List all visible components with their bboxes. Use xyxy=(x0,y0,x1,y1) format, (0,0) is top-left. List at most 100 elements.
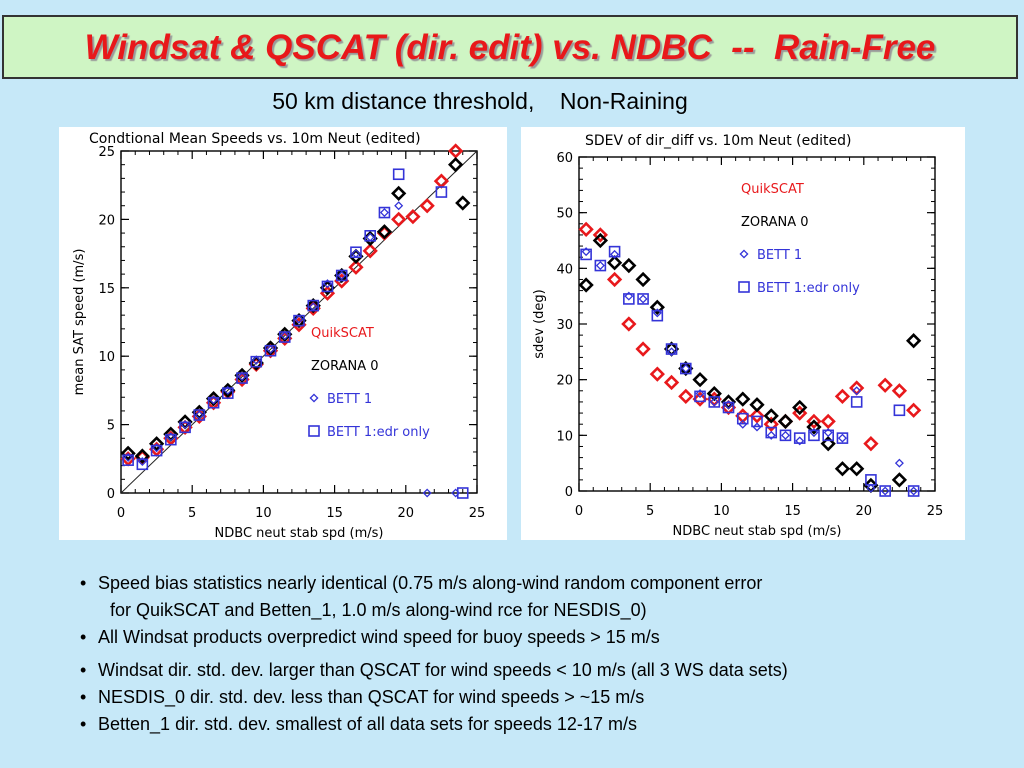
bullet-item: • Speed bias statistics nearly identical … xyxy=(80,573,763,593)
zorana-0-point xyxy=(578,277,594,293)
bett-1-edr-only-point xyxy=(378,206,391,219)
zorana-0-point xyxy=(635,271,651,288)
bett-1-edr-only-point xyxy=(193,409,206,421)
bett-1-point xyxy=(780,430,790,440)
legend-marker xyxy=(739,249,749,259)
x-tick-label: 10 xyxy=(255,506,272,521)
y-tick-label: 10 xyxy=(556,429,573,444)
zorana-0-point xyxy=(891,472,908,488)
bett-1-point xyxy=(137,457,147,467)
bett-1-edr-only-point xyxy=(708,396,721,408)
bett-1-edr-only-point xyxy=(165,433,177,446)
bett-1-point xyxy=(866,483,876,493)
quikscat-point xyxy=(834,388,851,405)
bett-1-edr-only-point xyxy=(364,230,377,242)
bett-1-point xyxy=(166,432,176,442)
bett-1-edr-only-point xyxy=(250,355,263,368)
bett-1-edr-only-point xyxy=(850,396,863,408)
bett-1-point xyxy=(681,364,691,374)
title-box: Windsat & QSCAT (dir. edit) vs. NDBC -- … xyxy=(2,15,1018,79)
quikscat-point xyxy=(906,402,922,418)
bett-1-edr-only-point xyxy=(150,444,163,457)
legend-label: BETT 1 xyxy=(757,248,802,263)
zorana-0-point xyxy=(692,372,708,388)
legend-label: BETT 1:edr only xyxy=(327,425,430,440)
bett-1-point xyxy=(909,486,919,496)
x-tick-label: 25 xyxy=(927,504,944,519)
bullet-text: All Windsat products overpredict wind sp… xyxy=(98,627,660,647)
quikscat-point xyxy=(663,374,680,391)
bett-1-edr-only-point xyxy=(207,396,220,409)
bett-1-edr-only-point xyxy=(264,344,277,357)
bett-1-edr-only-point xyxy=(392,168,405,181)
bett-1-point xyxy=(394,201,404,211)
left-chart-panel: Condtional Mean Speeds vs. 10m Neut (edi… xyxy=(59,127,507,540)
bett-1-edr-only-point xyxy=(350,246,362,259)
quikscat-point xyxy=(678,388,694,405)
bullet-item: • Windsat dir. std. dev. larger than QSCA… xyxy=(80,660,788,680)
quikscat-point xyxy=(405,209,421,225)
zorana-0-point xyxy=(806,419,822,435)
quikscat-point xyxy=(820,413,836,430)
x-tick-label: 10 xyxy=(713,504,730,519)
quikscat-point xyxy=(606,271,623,288)
quikscat-point xyxy=(877,377,893,393)
legend-label: ZORANA 0 xyxy=(741,215,809,230)
bullet-item: • All Windsat products overpredict wind s… xyxy=(80,627,660,647)
bett-1-point xyxy=(251,355,261,365)
zorana-0-point xyxy=(906,333,922,349)
legend-label: QuikSCAT xyxy=(311,326,374,341)
bett-1-edr-only-point xyxy=(179,421,191,434)
bett-1-edr-only-point xyxy=(236,372,248,384)
chart-title: SDEV of dir_diff vs. 10m Neut (edited) xyxy=(585,133,851,149)
bett-1-point xyxy=(322,279,332,289)
bett-1-point xyxy=(379,208,389,218)
zorana-0-point xyxy=(606,255,623,271)
bett-1-point xyxy=(880,486,890,496)
zorana-0-point xyxy=(777,413,794,430)
y-axis-label: sdev (deg) xyxy=(532,289,547,359)
bullet-continuation: for QuikSCAT and Betten_1, 1.0 m/s along… xyxy=(110,600,647,620)
bett-1-point xyxy=(266,344,276,354)
bullet-item: • Betten_1 dir. std. dev. smallest of all… xyxy=(80,714,637,734)
bett-1-point xyxy=(280,331,290,341)
y-tick-label: 20 xyxy=(98,213,115,228)
y-tick-label: 10 xyxy=(98,350,115,365)
bett-1-edr-only-point xyxy=(808,429,820,442)
bett-1-edr-only-point xyxy=(751,415,763,428)
bett-1-edr-only-point xyxy=(865,474,877,486)
x-tick-label: 25 xyxy=(469,506,486,521)
bett-1-edr-only-point xyxy=(907,485,920,497)
quikscat-point xyxy=(635,341,651,357)
bullet-text: Speed bias statistics nearly identical (… xyxy=(98,573,763,593)
bett-1-point xyxy=(123,452,133,462)
quikscat-point xyxy=(433,173,450,189)
slide-subtitle: 50 km distance threshold, Non-Raining xyxy=(272,88,688,114)
zorana-0-point xyxy=(391,185,407,202)
bett-1-edr-only-point xyxy=(307,299,320,312)
bett-1-edr-only-point xyxy=(680,362,692,375)
y-tick-label: 30 xyxy=(556,318,573,333)
chart-title: Condtional Mean Speeds vs. 10m Neut (edi… xyxy=(89,131,421,147)
bett-1-point xyxy=(823,428,833,438)
quikscat-point xyxy=(806,413,822,430)
legend-marker xyxy=(309,393,319,403)
legend-marker xyxy=(308,425,320,437)
bett-1-point xyxy=(809,428,819,438)
y-tick-label: 60 xyxy=(556,151,573,166)
bett-1-edr-only-point xyxy=(594,259,607,272)
x-tick-label: 20 xyxy=(856,504,873,519)
bett-1-point xyxy=(422,488,432,498)
y-tick-label: 0 xyxy=(565,485,573,500)
legend-label: QuikSCAT xyxy=(741,182,804,197)
bett-1-point xyxy=(709,397,719,407)
bett-1-point xyxy=(837,433,847,443)
bett-1-edr-only-point xyxy=(736,412,749,425)
bullet-text: Windsat dir. std. dev. larger than QSCAT… xyxy=(98,660,788,680)
x-tick-label: 20 xyxy=(398,506,415,521)
mean-speed-chart: Condtional Mean Speeds vs. 10m Neut (edi… xyxy=(72,131,486,540)
zorana-0-point xyxy=(820,436,836,452)
quikscat-point xyxy=(621,316,637,332)
bett-1-edr-only-point xyxy=(136,458,149,471)
quikscat-point xyxy=(649,366,665,382)
